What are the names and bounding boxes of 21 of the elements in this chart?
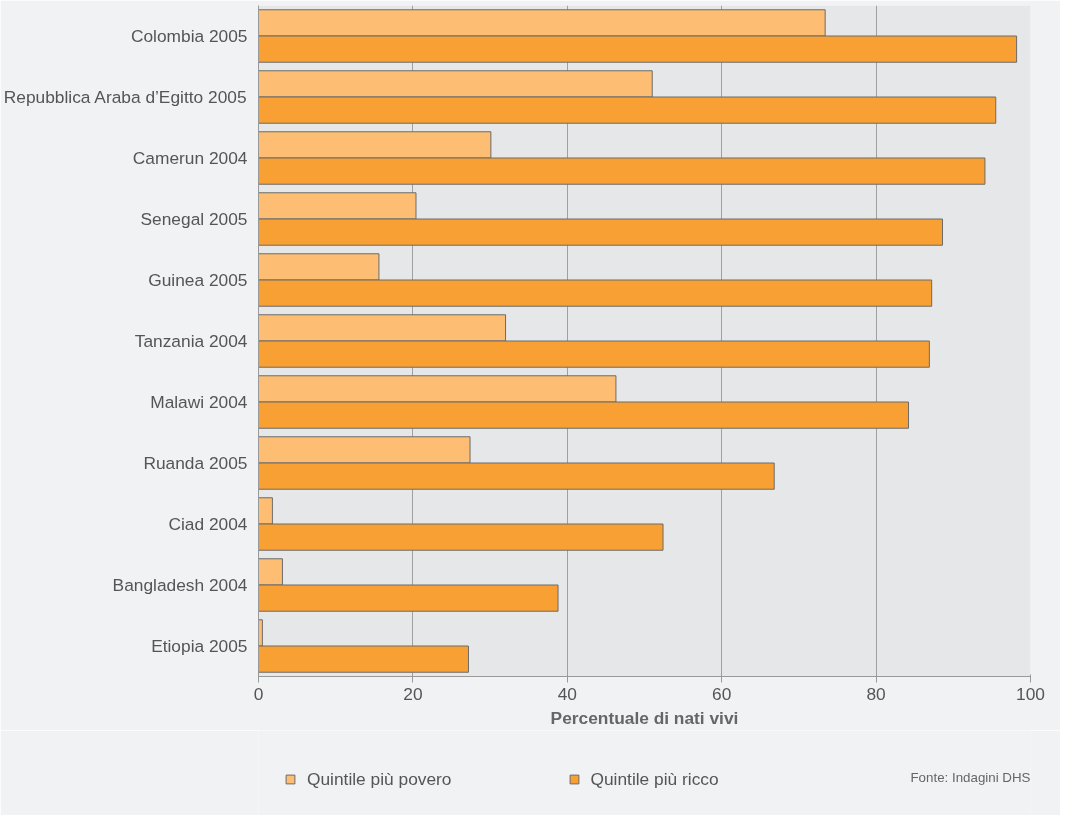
y-tick-label: Ciad 2004 (168, 514, 248, 534)
y-tick-label: Bangladesh 2004 (112, 575, 248, 595)
y-tick-label: Tanzania 2004 (134, 331, 248, 351)
x-axis-title: Percentuale di nati vivi (550, 707, 739, 728)
x-tick-label: 100 (1016, 683, 1045, 704)
x-tick-label: 60 (712, 683, 732, 704)
source-note: Fonte: Indagini DHS (910, 769, 1031, 785)
y-tick-label: Malawi 2004 (150, 392, 248, 412)
x-tick-label: 40 (557, 683, 577, 704)
legend-label: Quintile più ricco (590, 768, 719, 790)
x-tick-label: 20 (403, 683, 423, 704)
y-tick-label: Repubblica Araba d’Egitto 2005 (3, 87, 247, 107)
y-tick-label: Colombia 2005 (130, 26, 248, 46)
y-tick-label: Camerun 2004 (132, 148, 248, 168)
y-tick-label: Ruanda 2005 (143, 453, 248, 473)
y-tick-label: Guinea 2005 (148, 270, 248, 290)
legend-label: Quintile più povero (307, 768, 452, 790)
y-tick-label: Etiopia 2005 (151, 636, 248, 656)
x-tick-label: 0 (253, 683, 264, 704)
y-tick-label: Senegal 2005 (140, 209, 248, 229)
x-tick-label: 80 (866, 683, 886, 704)
